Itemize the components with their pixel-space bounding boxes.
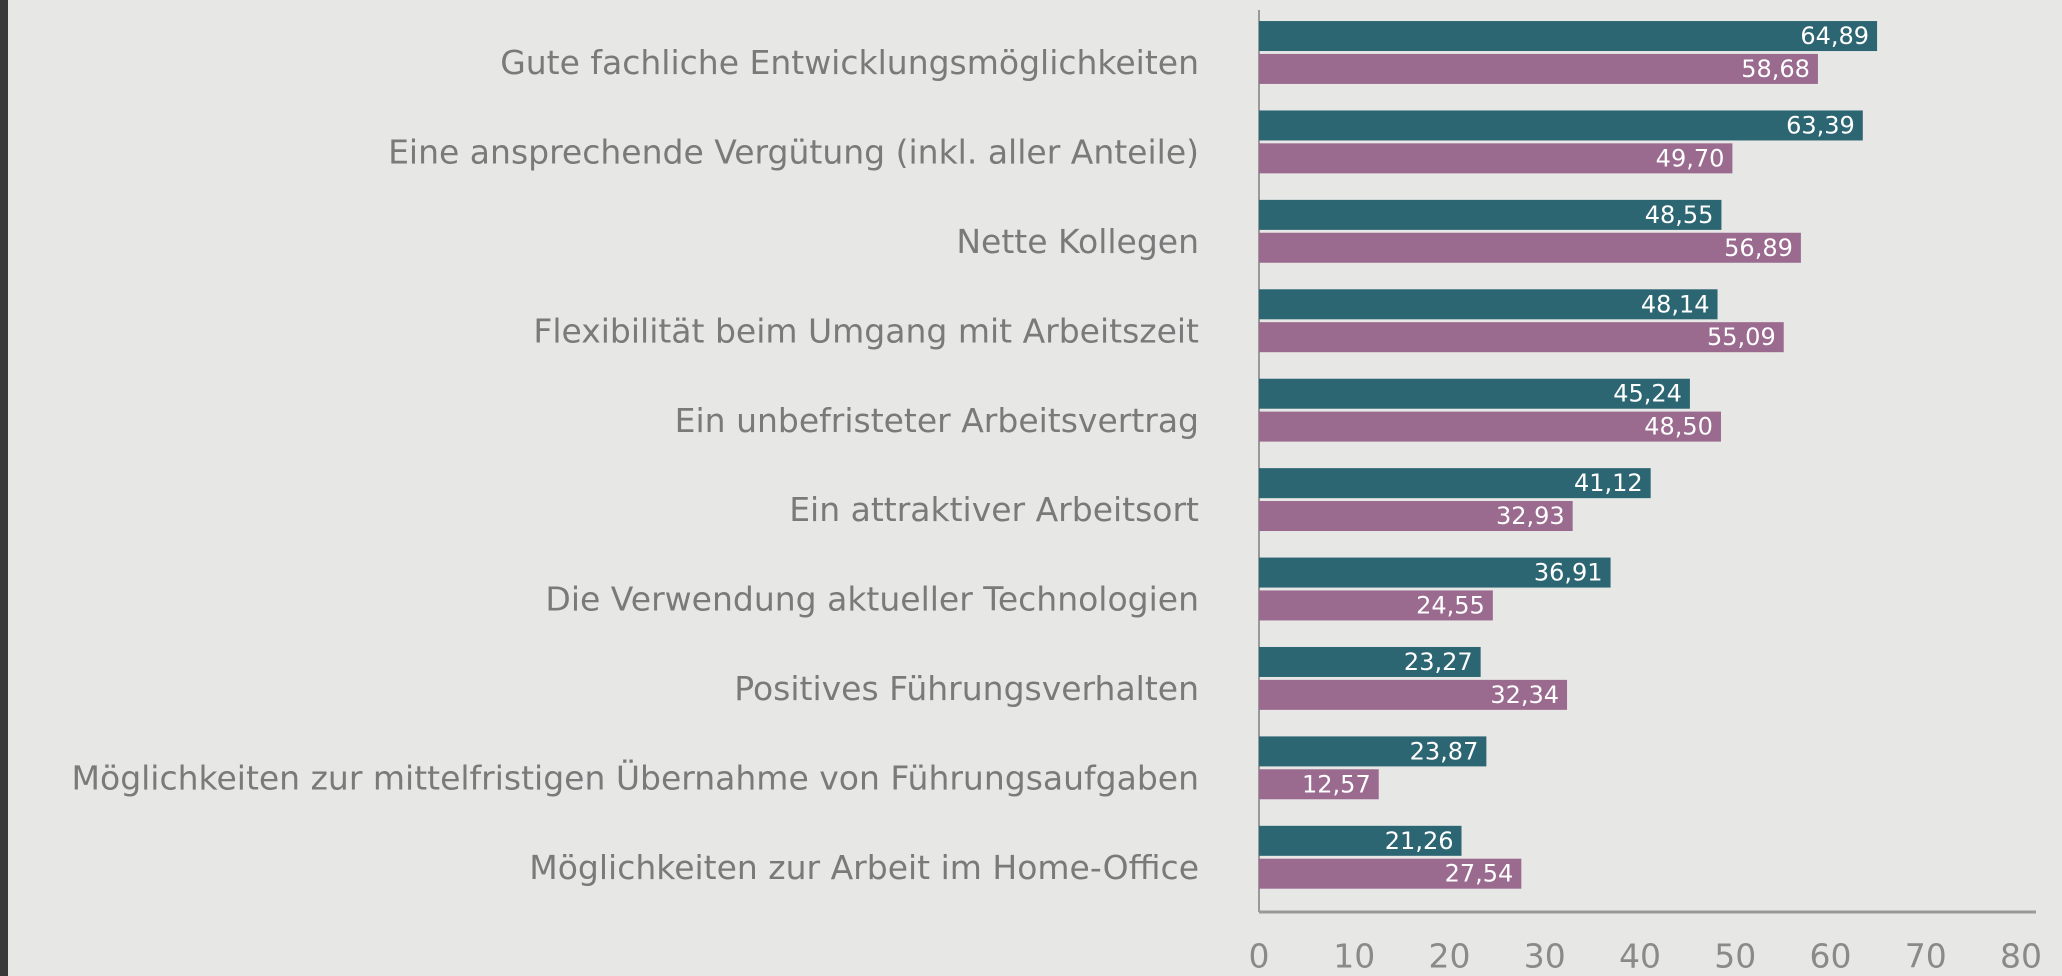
category-label: Nette Kollegen <box>956 222 1199 261</box>
category-label: Ein attraktiver Arbeitsort <box>789 490 1199 529</box>
value-label: 23,27 <box>1404 648 1473 676</box>
x-tick-label: 40 <box>1619 937 1661 976</box>
category-label: Eine ansprechende Vergütung (inkl. aller… <box>388 133 1199 172</box>
value-label: 48,55 <box>1645 201 1714 229</box>
x-tick-label: 50 <box>1714 937 1756 976</box>
x-tick-label: 80 <box>2000 937 2042 976</box>
value-label: 24,55 <box>1416 591 1485 619</box>
value-label: 63,39 <box>1786 111 1855 139</box>
value-label: 36,91 <box>1534 559 1603 587</box>
page: 0 10 20 30 40 50 60 70 80 Gute fachliche Entwickl… <box>0 0 2062 976</box>
value-label: 49,70 <box>1656 144 1725 172</box>
category-label: Die Verwendung aktueller Technologien <box>545 580 1199 619</box>
bar <box>1259 21 1877 51</box>
x-tick-label: 10 <box>1333 937 1375 976</box>
value-label: 41,12 <box>1574 469 1643 497</box>
chart: 0 10 20 30 40 50 60 70 80 Gute fachliche Entwickl… <box>0 0 2062 976</box>
value-label: 64,89 <box>1800 22 1869 50</box>
value-label: 55,09 <box>1707 323 1776 351</box>
x-tick-label: 0 <box>1249 937 1270 976</box>
value-label: 27,54 <box>1445 860 1514 888</box>
value-label: 45,24 <box>1613 380 1682 408</box>
value-label: 32,34 <box>1490 681 1559 709</box>
value-label: 32,93 <box>1496 502 1565 530</box>
category-label: Möglichkeiten zur Arbeit im Home-Office <box>529 848 1199 887</box>
x-tick-label: 60 <box>1810 937 1852 976</box>
value-label: 48,50 <box>1644 413 1713 441</box>
category-label: Positives Führungsverhalten <box>734 669 1199 708</box>
category-label: Ein unbefristeter Arbeitsvertrag <box>675 401 1199 440</box>
category-label: Flexibilität beim Umgang mit Arbeitszeit <box>533 311 1199 350</box>
value-label: 23,87 <box>1410 737 1479 765</box>
category-label: Möglichkeiten zur mittelfristigen Überna… <box>72 757 1199 797</box>
left-edge <box>0 0 8 976</box>
bar <box>1259 54 1818 84</box>
bar <box>1259 322 1784 352</box>
value-label: 58,68 <box>1741 55 1810 83</box>
x-tick-label: 20 <box>1429 937 1471 976</box>
bar <box>1259 110 1863 140</box>
x-tick-label: 70 <box>1905 937 1947 976</box>
category-label: Gute fachliche Entwicklungsmöglichkeiten <box>500 43 1199 82</box>
value-label: 48,14 <box>1641 290 1710 318</box>
value-label: 56,89 <box>1724 234 1793 262</box>
bar <box>1259 233 1801 263</box>
x-tick-label: 30 <box>1524 937 1566 976</box>
value-label: 12,57 <box>1302 770 1371 798</box>
value-label: 21,26 <box>1385 827 1454 855</box>
